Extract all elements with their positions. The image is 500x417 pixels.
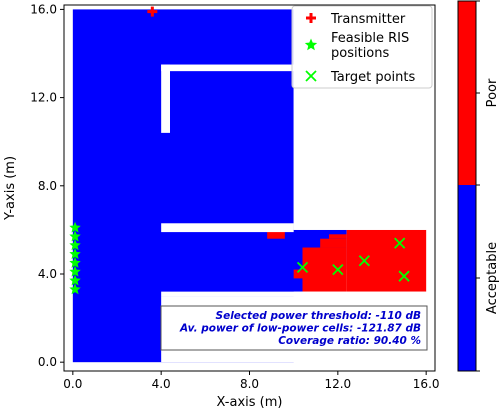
legend-transmitter-icon <box>306 13 316 23</box>
ris-position-marker <box>69 248 81 259</box>
y-tick-label: 16.0 <box>30 2 57 16</box>
ris-position-marker <box>69 239 81 251</box>
y-tick-label: 0.0 <box>38 355 57 369</box>
colorbar-acceptable-segment <box>458 185 476 371</box>
poor-cell-region <box>267 229 285 239</box>
legend-target-icon <box>305 70 317 82</box>
legend-item: Feasible RIS positions <box>304 31 409 61</box>
y-tick-label: 12.0 <box>30 91 57 105</box>
annotation-threshold: Selected power threshold: -110 dB <box>216 310 421 322</box>
transmitter-marker <box>147 6 158 17</box>
colorbar-label-poor: Poor <box>485 78 500 107</box>
wall-region <box>161 64 170 133</box>
wall-region <box>161 291 427 297</box>
y-tick-label: 4.0 <box>38 267 57 281</box>
target-point-marker <box>398 270 410 282</box>
x-axis: 0.0 4.0 8.0 12.0 16.0 <box>63 371 440 391</box>
legend-item: Transmitter <box>306 12 406 27</box>
acceptable-cell-region <box>161 269 303 292</box>
poor-cell-region <box>320 238 347 248</box>
poor-cell-region <box>302 247 347 292</box>
target-point-marker <box>296 261 309 274</box>
annotation-box: Selected power threshold: -110 dB Av. po… <box>160 305 428 351</box>
target-point-marker <box>394 237 406 249</box>
target-point-marker <box>358 255 370 267</box>
y-axis: 0.0 4.0 8.0 12.0 16.0 <box>30 2 64 369</box>
target-point-marker <box>332 263 344 276</box>
markers <box>69 6 410 295</box>
x-tick-label: 0.0 <box>63 377 82 391</box>
wall-region <box>161 64 294 72</box>
legend-label: Target points <box>330 70 416 85</box>
ris-position-marker <box>69 256 81 268</box>
poor-cell-region <box>293 269 303 279</box>
colorbar-ticks <box>476 0 480 372</box>
x-axis-label: X-axis (m) <box>217 395 283 410</box>
poor-cell-region <box>346 229 427 292</box>
x-tick-label: 12.0 <box>324 377 351 391</box>
x-tick-label: 16.0 <box>413 377 440 391</box>
ris-position-marker <box>69 230 81 242</box>
ris-position-marker <box>69 283 81 295</box>
y-axis-label: Y-axis (m) <box>3 156 18 221</box>
ris-position-marker <box>69 274 81 286</box>
colorbar-poor-segment <box>458 1 476 185</box>
colorbar-label-acceptable: Acceptable <box>485 242 500 314</box>
legend: Transmitter Feasible RIS positions Target p… <box>291 5 433 89</box>
x-tick-label: 4.0 <box>152 377 171 391</box>
y-tick-label: 8.0 <box>38 179 57 193</box>
legend-label: Transmitter <box>330 12 406 27</box>
poor-cell-region <box>329 234 347 239</box>
legend-ris-icon <box>304 38 318 51</box>
legend-frame <box>291 5 433 89</box>
wall-region <box>161 223 294 233</box>
x-tick-label: 8.0 <box>240 377 259 391</box>
legend-item: Target points <box>305 70 416 85</box>
ris-position-marker <box>69 265 81 277</box>
colorbar: Acceptable Poor <box>457 0 500 372</box>
colorbar-frame <box>457 0 477 372</box>
ris-position-marker <box>69 221 81 233</box>
legend-label: Feasible RIS positions <box>331 31 409 61</box>
annotation-frame <box>160 305 428 351</box>
annotation-average-power: Av. power of low-power cells: -121.87 dB <box>179 323 421 335</box>
annotation-coverage-ratio: Coverage ratio: 90.40 % <box>278 335 421 347</box>
